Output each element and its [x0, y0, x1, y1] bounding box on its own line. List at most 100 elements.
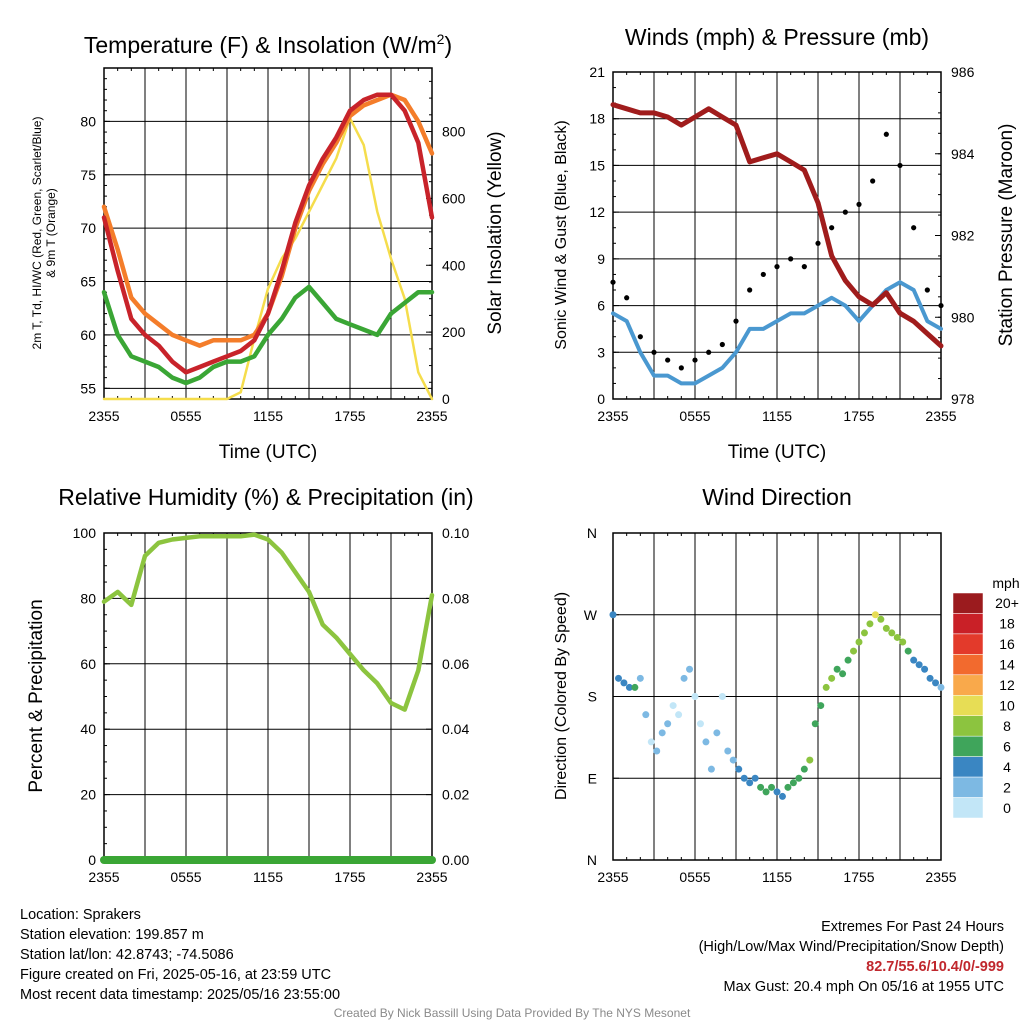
- direction-point: [817, 702, 825, 710]
- y2-tick-label: 982: [951, 228, 975, 244]
- series-line-insolation: [102, 116, 434, 401]
- direction-point: [631, 683, 639, 691]
- direction-point: [866, 620, 874, 628]
- gust-point: [924, 287, 930, 293]
- y2-tick-label: 978: [951, 391, 975, 407]
- gust-point: [801, 264, 807, 270]
- direction-point: [636, 674, 644, 682]
- direction-point: [839, 670, 847, 678]
- direction-point: [768, 783, 776, 791]
- y2-tick-label: 200: [442, 324, 466, 340]
- direction-point: [806, 756, 814, 764]
- direction-point: [893, 633, 901, 641]
- direction-point: [691, 693, 699, 700]
- direction-point: [850, 647, 858, 655]
- gust-point: [911, 225, 917, 231]
- y-tick-label: N: [587, 525, 597, 541]
- y-tick-label: 9: [597, 251, 605, 267]
- direction-point: [844, 656, 852, 664]
- direction-point: [696, 720, 704, 728]
- colorbar-label: 2: [1003, 779, 1011, 795]
- y-tick-label: 40: [80, 721, 96, 737]
- colorbar-swatch: [952, 633, 984, 655]
- direction-point: [926, 674, 934, 682]
- direction-point: [658, 729, 666, 737]
- gust-point: [624, 295, 630, 301]
- y-tick-label: 6: [597, 298, 605, 314]
- x-tick-label: 2355: [925, 869, 956, 885]
- gust-point: [788, 256, 794, 262]
- y-tick-label: 65: [80, 274, 96, 290]
- direction-point: [932, 679, 940, 687]
- station-latlon: Station lat/lon: 42.8743; -74.5086: [20, 947, 234, 963]
- direction-point: [686, 665, 694, 673]
- y-axis-label: Direction (Colored By Speed): [553, 592, 570, 800]
- direction-point: [680, 674, 688, 682]
- colorbar-label: 0: [1003, 800, 1011, 816]
- gust-point: [829, 225, 835, 231]
- colorbar-swatch: [952, 613, 984, 635]
- gust-point: [815, 240, 821, 246]
- y-tick-label: 12: [589, 204, 605, 220]
- winds-pressure-chart: 2355 0555 1155 1755 235503691215182197898098…: [553, 24, 1017, 463]
- y-tick-label: 55: [80, 380, 96, 396]
- colorbar-label: 12: [999, 677, 1015, 693]
- y-tick-label: 80: [80, 590, 96, 606]
- x-tick-label: 0555: [679, 408, 710, 424]
- x-tick-label: 1155: [253, 869, 283, 885]
- gust-point: [651, 349, 657, 355]
- direction-point: [904, 647, 912, 655]
- colorbar-label: 10: [999, 698, 1015, 714]
- chart-title-end: ): [444, 32, 452, 58]
- y-tick-label: 20: [80, 787, 96, 803]
- direction-point: [811, 720, 819, 728]
- colorbar-label: 14: [999, 657, 1015, 673]
- series-line-dewpoint: [101, 284, 435, 386]
- y2-tick-label: 0.10: [442, 525, 469, 541]
- gust-point: [733, 318, 739, 324]
- y-tick-label: 0: [88, 852, 96, 868]
- direction-point: [653, 747, 661, 755]
- gust-point: [610, 279, 616, 285]
- series-line-humidity: [101, 532, 435, 712]
- y2-tick-label: 0.06: [442, 656, 469, 672]
- direction-point: [910, 656, 918, 664]
- gust-point: [897, 162, 903, 169]
- direction-point: [718, 693, 726, 700]
- station-elevation: Station elevation: 199.857 m: [20, 927, 204, 943]
- x-tick-label: 1755: [843, 869, 874, 885]
- direction-point: [877, 615, 885, 623]
- y-axis-label: Percent & Precipitation: [26, 599, 47, 792]
- figure-created: Figure created on Fri, 2025-05-16, at 23…: [20, 967, 332, 983]
- gust-point: [665, 357, 671, 363]
- x-tick-label: 0555: [170, 408, 201, 424]
- direction-point: [937, 683, 945, 691]
- direction-point: [702, 738, 710, 746]
- y-tick-label: W: [584, 607, 598, 623]
- series-line-pressure: [610, 102, 944, 349]
- colorbar-title: mph: [992, 575, 1019, 591]
- y-tick-label: 21: [589, 64, 605, 80]
- chart-title: Relative Humidity (%) & Precipitation (i…: [58, 484, 473, 510]
- direction-point: [669, 702, 677, 710]
- colorbar-swatch: [952, 695, 984, 716]
- gust-point: [637, 334, 643, 340]
- direction-point: [735, 765, 743, 773]
- direction-point: [778, 792, 786, 800]
- x-axis-label: Time (UTC): [219, 442, 318, 463]
- gust-point: [870, 178, 876, 184]
- colorbar-label: 20+: [995, 595, 1019, 611]
- gust-point: [760, 271, 766, 278]
- direction-point: [614, 674, 622, 682]
- y2-tick-label: 600: [442, 190, 466, 206]
- y-tick-label: 60: [80, 656, 96, 672]
- series-line-2m-temp: [101, 92, 435, 375]
- y-axis-label: Sonic Wind & Gust (Blue, Black): [553, 120, 570, 349]
- y2-tick-label: 0: [442, 391, 450, 407]
- direction-point: [675, 711, 683, 719]
- colorbar-swatch: [952, 735, 984, 757]
- x-tick-label: 0555: [170, 869, 201, 885]
- colorbar-swatch: [952, 592, 984, 614]
- plot-frame: [103, 67, 433, 400]
